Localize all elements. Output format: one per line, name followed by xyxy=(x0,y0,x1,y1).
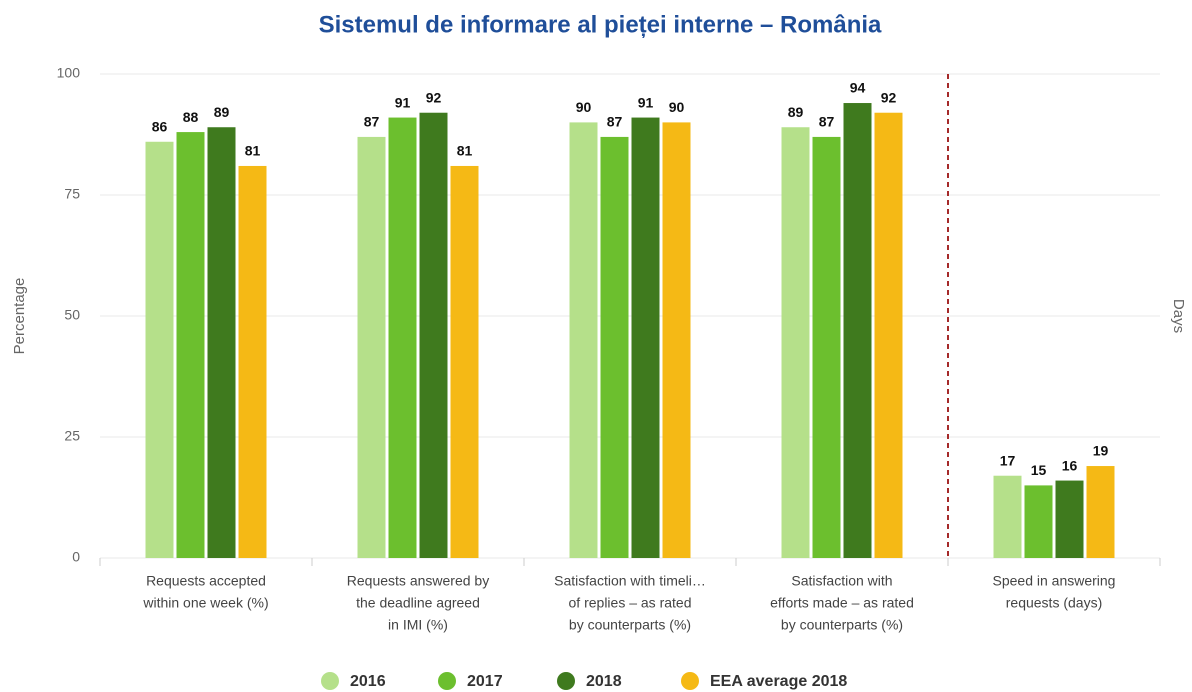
legend-swatch xyxy=(438,672,456,690)
data-label: 91 xyxy=(395,94,411,110)
legend-label: 2018 xyxy=(586,673,622,690)
legend-label: 2016 xyxy=(350,673,386,690)
y-tick-label: 50 xyxy=(64,307,80,323)
x-tick-label: Speed in answering xyxy=(993,573,1116,589)
x-tick-label: the deadline agreed xyxy=(356,595,480,611)
y-tick-label: 75 xyxy=(64,186,80,202)
x-tick-label: within one week (%) xyxy=(142,595,268,611)
data-label: 81 xyxy=(457,143,473,159)
y-tick-label: 0 xyxy=(72,549,80,565)
y-tick-label: 100 xyxy=(57,65,81,81)
data-label: 15 xyxy=(1031,462,1047,478)
bar xyxy=(357,136,386,559)
data-label: 90 xyxy=(669,99,685,115)
bar xyxy=(993,475,1022,558)
x-tick-label: in IMI (%) xyxy=(388,617,448,633)
data-label: 86 xyxy=(152,118,168,134)
bar xyxy=(419,112,448,558)
bar xyxy=(388,117,417,558)
bar xyxy=(569,122,598,559)
x-tick-label: requests (days) xyxy=(1006,595,1102,611)
data-label: 90 xyxy=(576,99,592,115)
bar xyxy=(812,136,841,559)
y-axis-label: Percentage xyxy=(11,278,28,355)
data-label: 19 xyxy=(1093,443,1109,459)
bar xyxy=(631,117,660,558)
chart-title: Sistemul de informare al pieței interne … xyxy=(319,11,882,38)
bar xyxy=(874,112,903,558)
bar xyxy=(238,165,267,558)
data-label: 88 xyxy=(183,109,199,125)
legend-label: EEA average 2018 xyxy=(710,673,847,690)
data-label: 87 xyxy=(607,114,623,130)
x-tick-label: by counterparts (%) xyxy=(569,617,691,633)
x-tick-label: of replies – as rated xyxy=(569,595,692,611)
y-tick-label: 25 xyxy=(64,428,80,444)
data-label: 87 xyxy=(364,114,380,130)
bar xyxy=(1024,485,1053,558)
x-tick-label: by counterparts (%) xyxy=(781,617,903,633)
data-label: 94 xyxy=(850,80,866,96)
data-label: 87 xyxy=(819,114,835,130)
bar xyxy=(781,127,810,559)
legend-swatch xyxy=(681,672,699,690)
data-label: 89 xyxy=(214,104,230,120)
x-tick-label: Requests accepted xyxy=(146,573,266,589)
bar xyxy=(1055,480,1084,558)
data-label: 92 xyxy=(426,89,442,105)
bar xyxy=(450,165,479,558)
bar xyxy=(145,141,174,558)
data-label: 81 xyxy=(245,143,261,159)
bar xyxy=(207,127,236,559)
data-label: 16 xyxy=(1062,457,1078,473)
bar xyxy=(843,103,872,558)
data-label: 92 xyxy=(881,89,897,105)
bar xyxy=(662,122,691,559)
bar xyxy=(600,136,629,559)
x-tick-label: Satisfaction with timeli… xyxy=(554,573,706,589)
legend-swatch xyxy=(557,672,575,690)
bar xyxy=(176,132,205,558)
legend-label: 2017 xyxy=(467,673,503,690)
data-label: 17 xyxy=(1000,452,1016,468)
data-label: 91 xyxy=(638,94,654,110)
x-tick-label: Satisfaction with xyxy=(791,573,892,589)
x-tick-label: Requests answered by xyxy=(347,573,489,589)
y2-axis-label: Days xyxy=(1170,299,1187,333)
bar xyxy=(1086,466,1115,558)
x-tick-label: efforts made – as rated xyxy=(770,595,914,611)
legend-swatch xyxy=(321,672,339,690)
data-label: 89 xyxy=(788,104,804,120)
